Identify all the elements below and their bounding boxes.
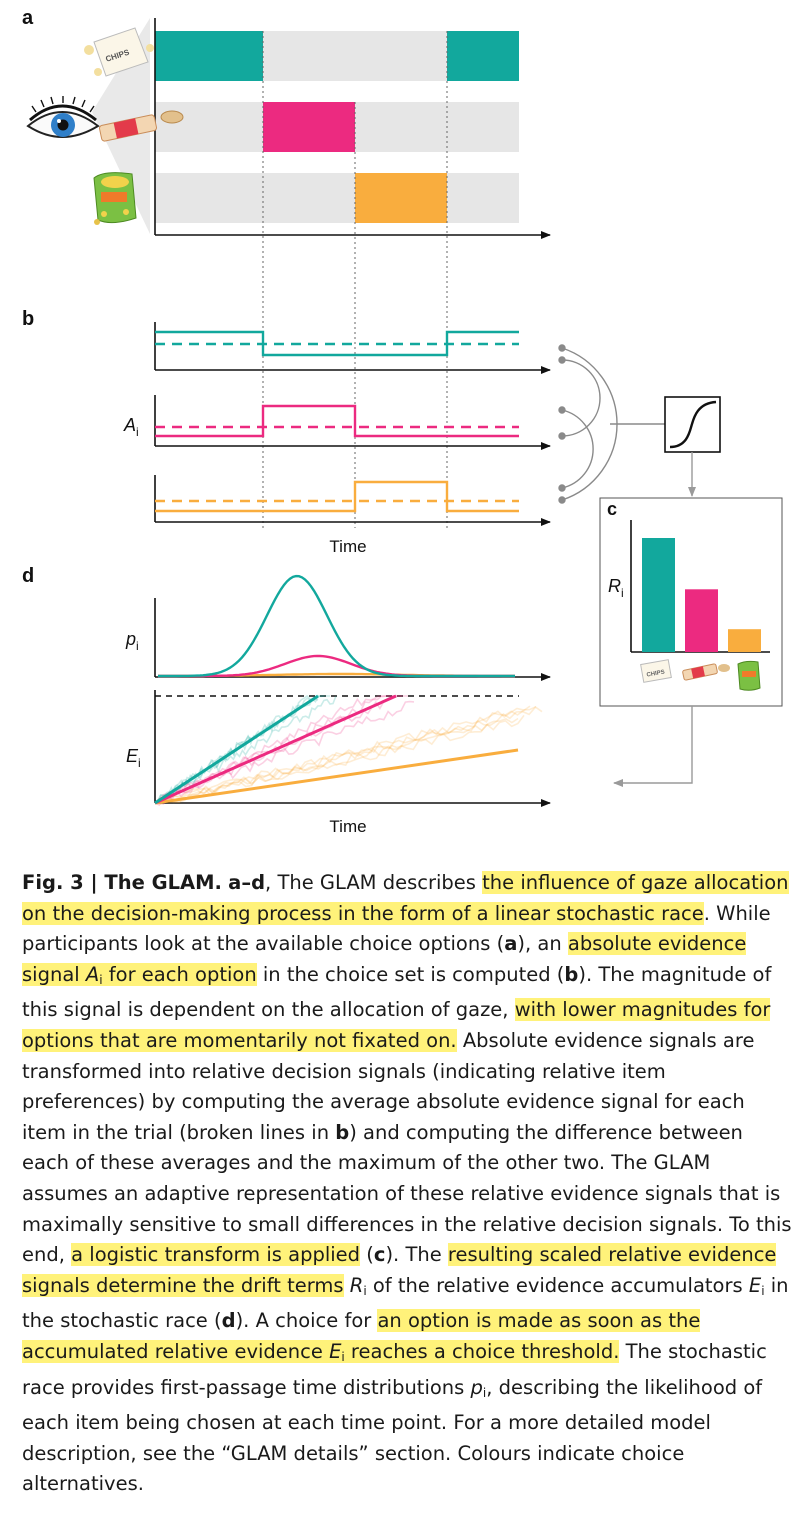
b-x-label: Time — [329, 537, 366, 556]
panel-label-a: a — [22, 7, 34, 29]
c-snack-icon — [737, 660, 761, 691]
eye-icon — [26, 96, 100, 138]
c-bar-candy — [685, 589, 718, 652]
b-signal-chips — [155, 330, 519, 357]
fixation-4-chips — [447, 31, 519, 81]
figure-caption: Fig. 3 | The GLAM. a–d, The GLAM describ… — [22, 871, 792, 1496]
panel-label-d: d — [22, 565, 34, 587]
noise-trace — [154, 705, 537, 804]
noise-trace — [154, 714, 525, 804]
noise-trace — [154, 700, 415, 807]
panel-label-c: c — [607, 499, 617, 519]
b-y-label: Ai — [123, 415, 139, 439]
fixation-2-candy — [263, 102, 355, 152]
candy-bar-icon — [99, 110, 184, 142]
noise-trace — [154, 695, 408, 804]
d-density-chips — [158, 574, 515, 678]
c-candy-icon — [682, 663, 730, 681]
panel-label-b: b — [22, 308, 34, 330]
chips-bag-icon: CHIPS — [84, 27, 154, 77]
highlight-4: a logistic transform is applied — [71, 1243, 361, 1267]
c-chips-icon: CHIPS — [640, 659, 672, 683]
d-p-label: pi — [125, 629, 139, 653]
difference-connectors — [558, 344, 665, 504]
glam-figure: a CHIPS — [22, 7, 783, 836]
d-e-label: Ei — [126, 746, 141, 770]
b-signal-candy — [155, 404, 519, 438]
b-signal-snack — [155, 480, 519, 513]
panel-a: a CHIPS — [22, 7, 551, 239]
fixation-1-chips — [155, 31, 263, 81]
panel-c: c Ri CHIPS — [599, 497, 783, 707]
band-snack — [155, 173, 519, 223]
snack-bag-icon — [93, 172, 137, 225]
d-x-label: Time — [329, 817, 366, 836]
noise-trace — [154, 717, 519, 806]
caption-range: a–d — [228, 871, 266, 894]
c-bar-snack — [728, 629, 761, 652]
c-bar-chips — [642, 538, 675, 652]
c-to-d-arrow — [613, 706, 693, 787]
caption-fig-title: Fig. 3 | The GLAM. — [22, 871, 222, 894]
fixation-switch-guides — [262, 31, 448, 528]
logistic-transform-box — [664, 396, 721, 453]
noise-trace — [154, 705, 531, 804]
svg-text:CHIPS: CHIPS — [646, 670, 665, 679]
panel-d: d pi Ei Time — [22, 565, 551, 836]
drift-candy — [154, 694, 397, 805]
panel-b: b Ai Time — [22, 308, 551, 556]
drift-snack — [154, 748, 519, 805]
noise-trace — [154, 706, 543, 804]
accumulator-noise-traces — [154, 694, 543, 807]
c-y-label: Ri — [608, 576, 624, 600]
fixation-3-snack — [355, 173, 447, 223]
drift-chips — [154, 694, 319, 805]
